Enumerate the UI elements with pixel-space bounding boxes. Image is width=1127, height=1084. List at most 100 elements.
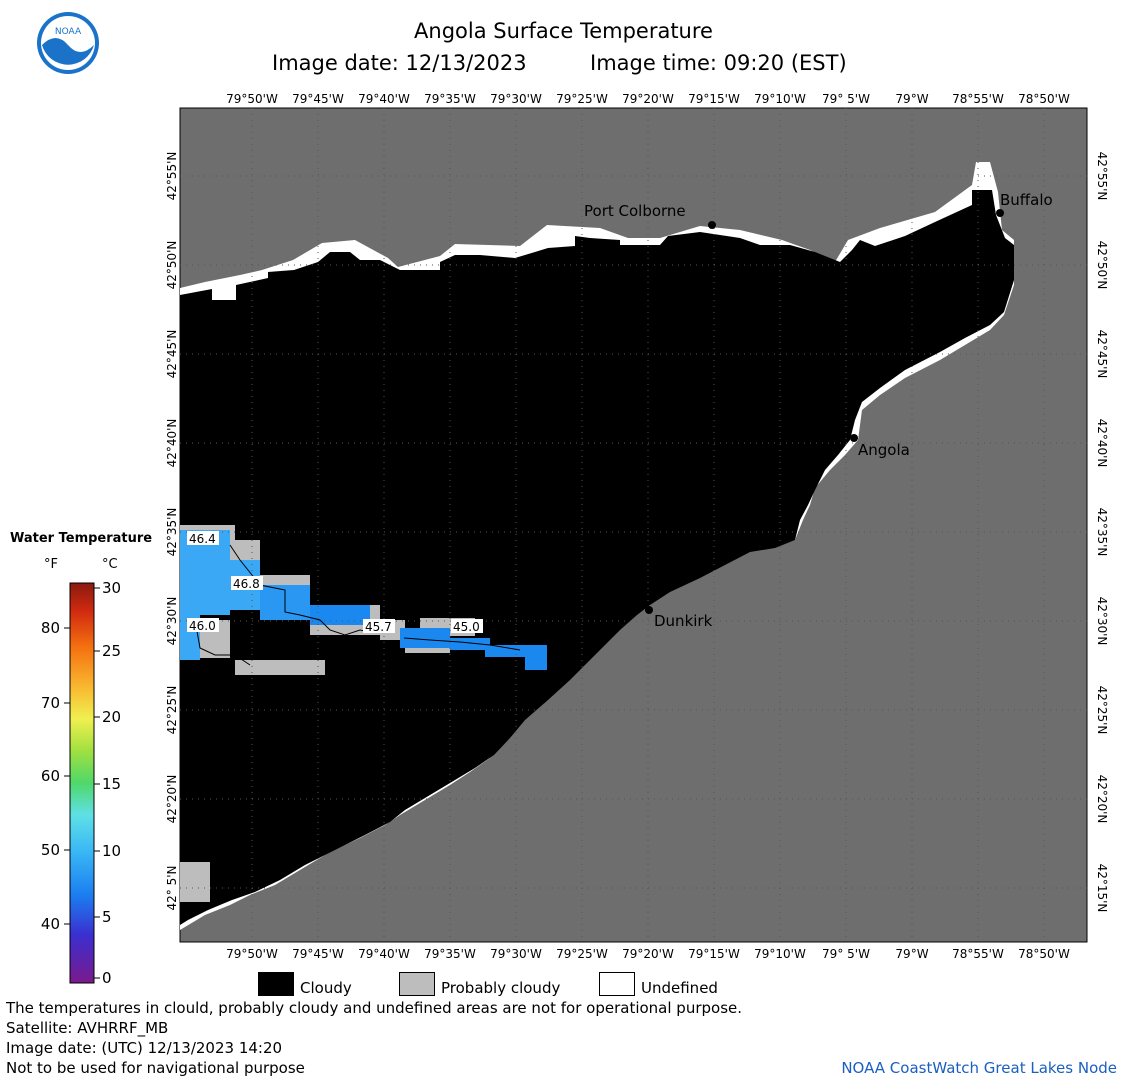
lat-label: 42°50'N [165,241,179,290]
c-tick-label: 10 [102,842,121,860]
label-buffalo: Buffalo [1000,191,1053,209]
f-tick-label: 40 [41,915,60,933]
lon-labels-bottom: 79°50'W 79°45'W 79°40'W 79°35'W 79°30'W … [226,947,1070,961]
footer-node-credit: NOAA CoastWatch Great Lakes Node [841,1059,1117,1077]
lat-label: 42°15'N [1095,864,1109,913]
footer-disclaimer: The temperatures in clould, probably clo… [6,999,743,1017]
colorbar-f-labels: 80 70 60 50 40 [41,619,60,933]
lon-label: 79°10'W [754,92,806,106]
lat-label: 42°50'N [1095,241,1109,290]
footer-navigation-warning: Not to be used for navigational purpose [6,1059,305,1077]
lon-label: 79°15'W [688,947,740,961]
temp-label: 46.4 [189,532,216,546]
colorbar-ticks [64,587,100,979]
lon-label: 79°20'W [622,947,674,961]
lon-label: 79°W [895,92,928,106]
lat-labels-right: 42°55'N 42°50'N 42°45'N 42°40'N 42°35'N … [1095,152,1109,913]
lat-label: 42°35'N [165,508,179,557]
c-tick-label: 5 [102,908,112,926]
lon-label: 79°15'W [688,92,740,106]
label-angola: Angola [858,441,910,459]
lon-label: 79°40'W [358,947,410,961]
c-tick-label: 25 [102,642,121,660]
temp-label: 46.8 [233,577,260,591]
legend-label-cloudy: Cloudy [300,979,352,997]
c-tick-label: 30 [102,579,121,597]
lat-label: 42°40'N [165,419,179,468]
lat-label: 42°55'N [1095,152,1109,201]
lon-label: 79° 5'W [822,92,870,106]
lat-label: 42°25'N [1095,686,1109,735]
legend-swatch-probably-cloudy [399,972,435,996]
marker-angola [850,434,858,442]
lon-label: 79° 5'W [822,947,870,961]
unit-c: °C [102,557,118,572]
lon-label: 79°50'W [226,92,278,106]
colorbar-c-labels: 30 25 20 15 10 5 0 [102,579,121,987]
noaa-logo: NOAA [37,12,99,74]
lat-label: 42°25'N [165,686,179,735]
cloudy-area [180,190,1014,925]
footer-satellite: Satellite: AVHRRF_MB [6,1019,169,1037]
lon-label: 79°20'W [622,92,674,106]
temp-label: 45.0 [453,620,480,634]
legend-swatch-undefined [599,972,635,996]
marker-dunkirk [645,606,653,614]
lon-label: 79°40'W [358,92,410,106]
lon-label: 79°25'W [556,947,608,961]
unit-f: °F [44,557,58,572]
legend-swatch-cloudy [258,972,294,996]
c-tick-label: 20 [102,708,121,726]
f-tick-label: 70 [41,694,60,712]
lon-label: 78°55'W [952,92,1004,106]
lat-label: 42°35'N [1095,508,1109,557]
f-tick-label: 80 [41,619,60,637]
lon-label: 79°45'W [292,92,344,106]
legend-label-undefined: Undefined [641,979,718,997]
image-time: Image time: 09:20 (EST) [590,51,847,75]
colorbar [69,582,95,984]
noaa-logo-text: NOAA [55,27,82,37]
lon-label: 79°45'W [292,947,344,961]
lat-label: 42°45'N [165,330,179,379]
c-tick-label: 15 [102,775,121,793]
lon-label: 79°35'W [424,947,476,961]
legend-label-probably-cloudy: Probably cloudy [441,979,561,997]
temp-label: 45.7 [365,620,392,634]
lat-label: 42°30'N [165,597,179,646]
lon-label: 79°30'W [490,92,542,106]
lon-label: 78°50'W [1018,92,1070,106]
lon-label: 79°25'W [556,92,608,106]
map-title: Angola Surface Temperature [414,19,713,43]
marker-port-colborne [708,221,716,229]
lon-labels-top: 79°50'W 79°45'W 79°40'W 79°35'W 79°30'W … [226,92,1070,106]
grid-lines [180,108,1087,942]
lat-label: 42°40'N [1095,419,1109,468]
lon-label: 79°50'W [226,947,278,961]
label-port-colborne: Port Colborne [584,202,686,220]
lon-label: 78°50'W [1018,947,1070,961]
lon-label: 79°10'W [754,947,806,961]
footer-utc-date: Image date: (UTC) 12/13/2023 14:20 [6,1039,283,1057]
c-tick-label: 0 [102,969,112,987]
colorbar-title: Water Temperature [10,531,153,546]
lon-label: 79°35'W [424,92,476,106]
lat-label: 42°20'N [165,775,179,824]
f-tick-label: 60 [41,767,60,785]
temp-label: 46.0 [189,619,216,633]
lon-label: 79°30'W [490,947,542,961]
image-date: Image date: 12/13/2023 [272,51,527,75]
lon-label: 79°W [895,947,928,961]
lat-label: 42°45'N [1095,330,1109,379]
lat-label: 42° 5'N [165,866,179,911]
lat-label: 42°55'N [165,152,179,201]
marker-buffalo [996,209,1004,217]
lat-labels-left: 42°55'N 42°50'N 42°45'N 42°40'N 42°35'N … [165,152,179,911]
lat-label: 42°30'N [1095,597,1109,646]
label-dunkirk: Dunkirk [654,612,713,630]
lon-label: 78°55'W [952,947,1004,961]
f-tick-label: 50 [41,841,60,859]
lat-label: 42°20'N [1095,775,1109,824]
temp-value-labels: 46.4 46.8 46.0 45.7 45.0 [187,531,483,634]
